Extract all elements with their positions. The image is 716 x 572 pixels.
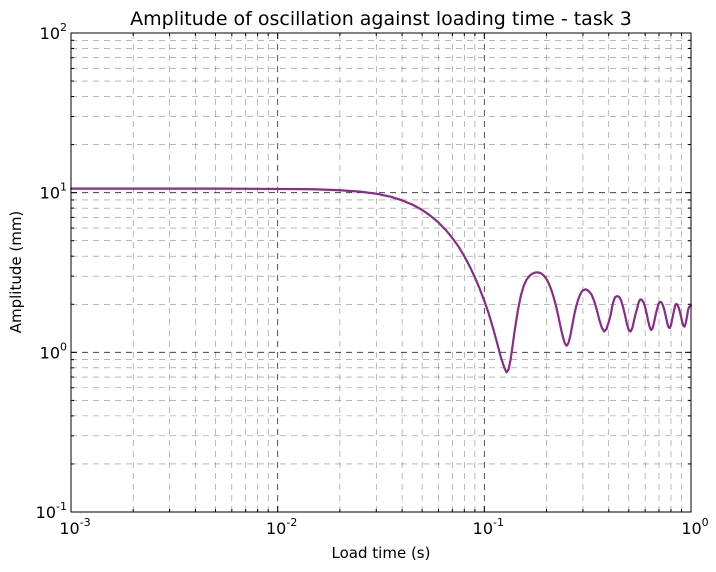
- x-tick-label-exponent: -1: [493, 516, 504, 529]
- y-tick-label-exponent: 1: [60, 181, 67, 194]
- y-tick-label-exponent: -1: [56, 500, 67, 513]
- plot-area: [71, 33, 691, 512]
- plot-frame: [70, 32, 692, 513]
- series-layer: [69, 187, 693, 374]
- y-tick-label-base: 10: [40, 343, 60, 362]
- y-axis-label: Amplitude (mm): [7, 211, 25, 334]
- x-tick-label: 100: [681, 516, 708, 538]
- x-tick-label-base: 10: [473, 519, 493, 538]
- x-tick-label-base: 10: [681, 519, 701, 538]
- x-tick-label: 10-2: [266, 516, 297, 538]
- x-tick-label: 10-1: [473, 516, 504, 538]
- y-tick-label-base: 10: [40, 184, 60, 203]
- y-tick-label-exponent: 2: [60, 21, 67, 34]
- y-tick-label-base: 10: [36, 503, 56, 522]
- series-line: [69, 187, 693, 374]
- y-tick-label-exponent: 0: [60, 340, 67, 353]
- x-tick-label-exponent: -2: [286, 516, 297, 529]
- grid: [71, 33, 691, 512]
- y-tick-label: 10-1: [36, 500, 67, 522]
- x-tick-label-exponent: -3: [80, 516, 91, 529]
- x-tick-labels: 10-3 10-2 10-1 100: [59, 516, 708, 538]
- chart-title: Amplitude of oscillation against loading…: [130, 8, 632, 30]
- x-axis-label: Load time (s): [332, 544, 431, 562]
- x-tick-label-base: 10: [59, 519, 79, 538]
- x-tick-label: 10-3: [59, 516, 90, 538]
- x-tick-label-base: 10: [266, 519, 286, 538]
- y-tick-label: 102: [40, 21, 67, 43]
- x-tick-label-exponent: 0: [702, 516, 709, 529]
- y-tick-label-base: 10: [40, 24, 60, 43]
- y-tick-label: 101: [40, 181, 67, 203]
- y-tick-label: 100: [40, 340, 67, 362]
